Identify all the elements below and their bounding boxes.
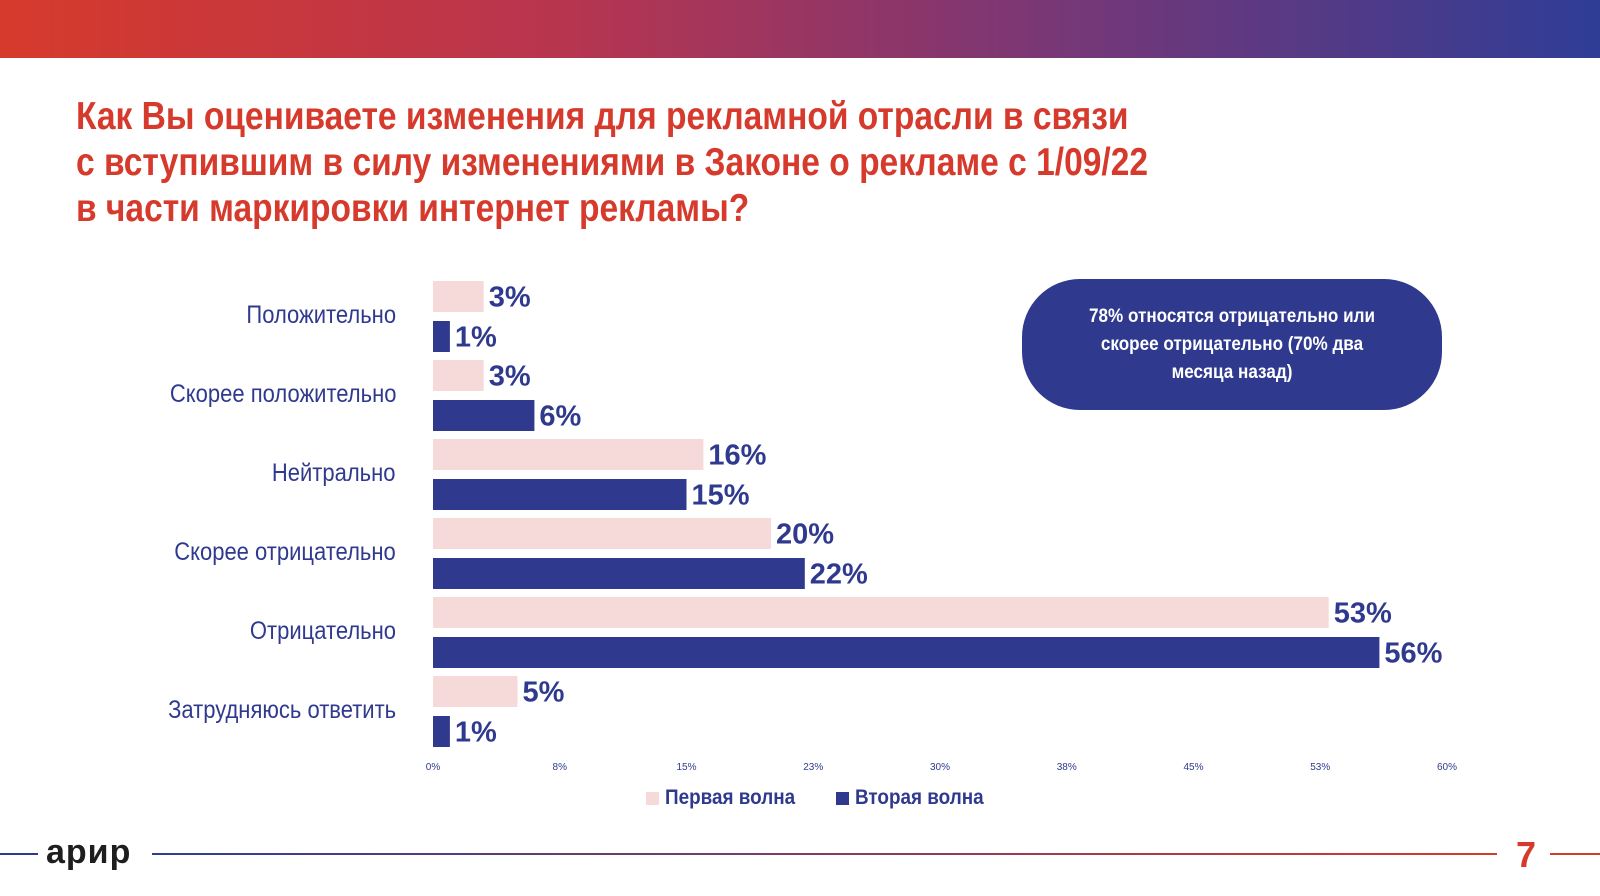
top-gradient-band — [0, 0, 1600, 58]
footer-line-left — [0, 853, 38, 855]
summary-callout: 78% относятся отрицательно или скорее от… — [1022, 279, 1442, 410]
bar-second-wave — [433, 400, 535, 431]
legend-label-first-wave: Первая волна — [665, 786, 796, 809]
title-line-2: с вступившим в силу изменениями в Законе… — [76, 141, 1149, 184]
bar-value-label: 3% — [489, 361, 531, 393]
bar-first-wave — [433, 439, 704, 470]
chart-legend: Первая волна Вторая волна — [646, 786, 1024, 810]
x-tick-label: 45% — [1183, 762, 1203, 773]
bar-value-label: 3% — [489, 282, 531, 314]
x-tick-label: 30% — [930, 762, 950, 773]
page-number: 7 — [1515, 834, 1537, 875]
bar-value-label: 22% — [810, 559, 868, 591]
bar-value-label: 5% — [523, 677, 565, 709]
x-tick-label: 15% — [676, 762, 696, 773]
category-label: Положительно — [246, 300, 396, 329]
bar-value-label: 16% — [708, 440, 766, 472]
legend-label-second-wave: Вторая волна — [854, 786, 984, 809]
category-label: Скорее отрицательно — [174, 537, 396, 566]
category-label: Отрицательно — [249, 616, 396, 645]
bar-value-label: 1% — [455, 717, 497, 749]
x-tick-label: 38% — [1057, 762, 1077, 773]
bar-value-label: 1% — [455, 322, 497, 354]
bar-value-label: 20% — [776, 519, 834, 551]
bar-value-label: 56% — [1384, 638, 1442, 670]
legend-item-first-wave: Первая волна — [646, 786, 810, 810]
page-title: Как Вы оцениваете изменения для рекламно… — [76, 94, 1280, 232]
footer-line-right — [1550, 853, 1600, 855]
category-label: Нейтрально — [272, 458, 396, 487]
bar-first-wave — [433, 597, 1329, 628]
callout-text: 78% относятся отрицательно или скорее от… — [1088, 305, 1376, 383]
title-line-1: Как Вы оцениваете изменения для рекламно… — [76, 95, 1129, 138]
bar-second-wave — [433, 558, 805, 589]
x-tick-label: 8% — [553, 762, 568, 773]
x-tick-label: 23% — [803, 762, 823, 773]
bar-second-wave — [433, 321, 450, 352]
bar-first-wave — [433, 518, 771, 549]
legend-item-second-wave: Вторая волна — [835, 786, 998, 810]
arir-logo: арир — [46, 833, 132, 871]
legend-swatch-second-wave — [835, 791, 849, 805]
bar-value-label: 53% — [1334, 598, 1392, 630]
category-label: Скорее положительно — [169, 379, 396, 408]
x-tick-label: 53% — [1310, 762, 1330, 773]
bar-first-wave — [433, 676, 518, 707]
bar-first-wave — [433, 360, 484, 391]
bar-second-wave — [433, 479, 687, 510]
bar-second-wave — [433, 637, 1380, 668]
bar-first-wave — [433, 281, 484, 312]
footer-gradient-line — [152, 853, 1497, 855]
x-tick-label: 0% — [426, 762, 441, 773]
title-line-3: в части маркировки интернет рекламы? — [76, 187, 750, 230]
category-label: Затрудняюсь ответить — [167, 695, 396, 724]
bar-second-wave — [433, 716, 450, 747]
bar-value-label: 6% — [539, 401, 581, 433]
legend-swatch-first-wave — [646, 791, 659, 805]
bar-value-label: 15% — [692, 480, 750, 512]
x-tick-label: 60% — [1437, 762, 1457, 773]
